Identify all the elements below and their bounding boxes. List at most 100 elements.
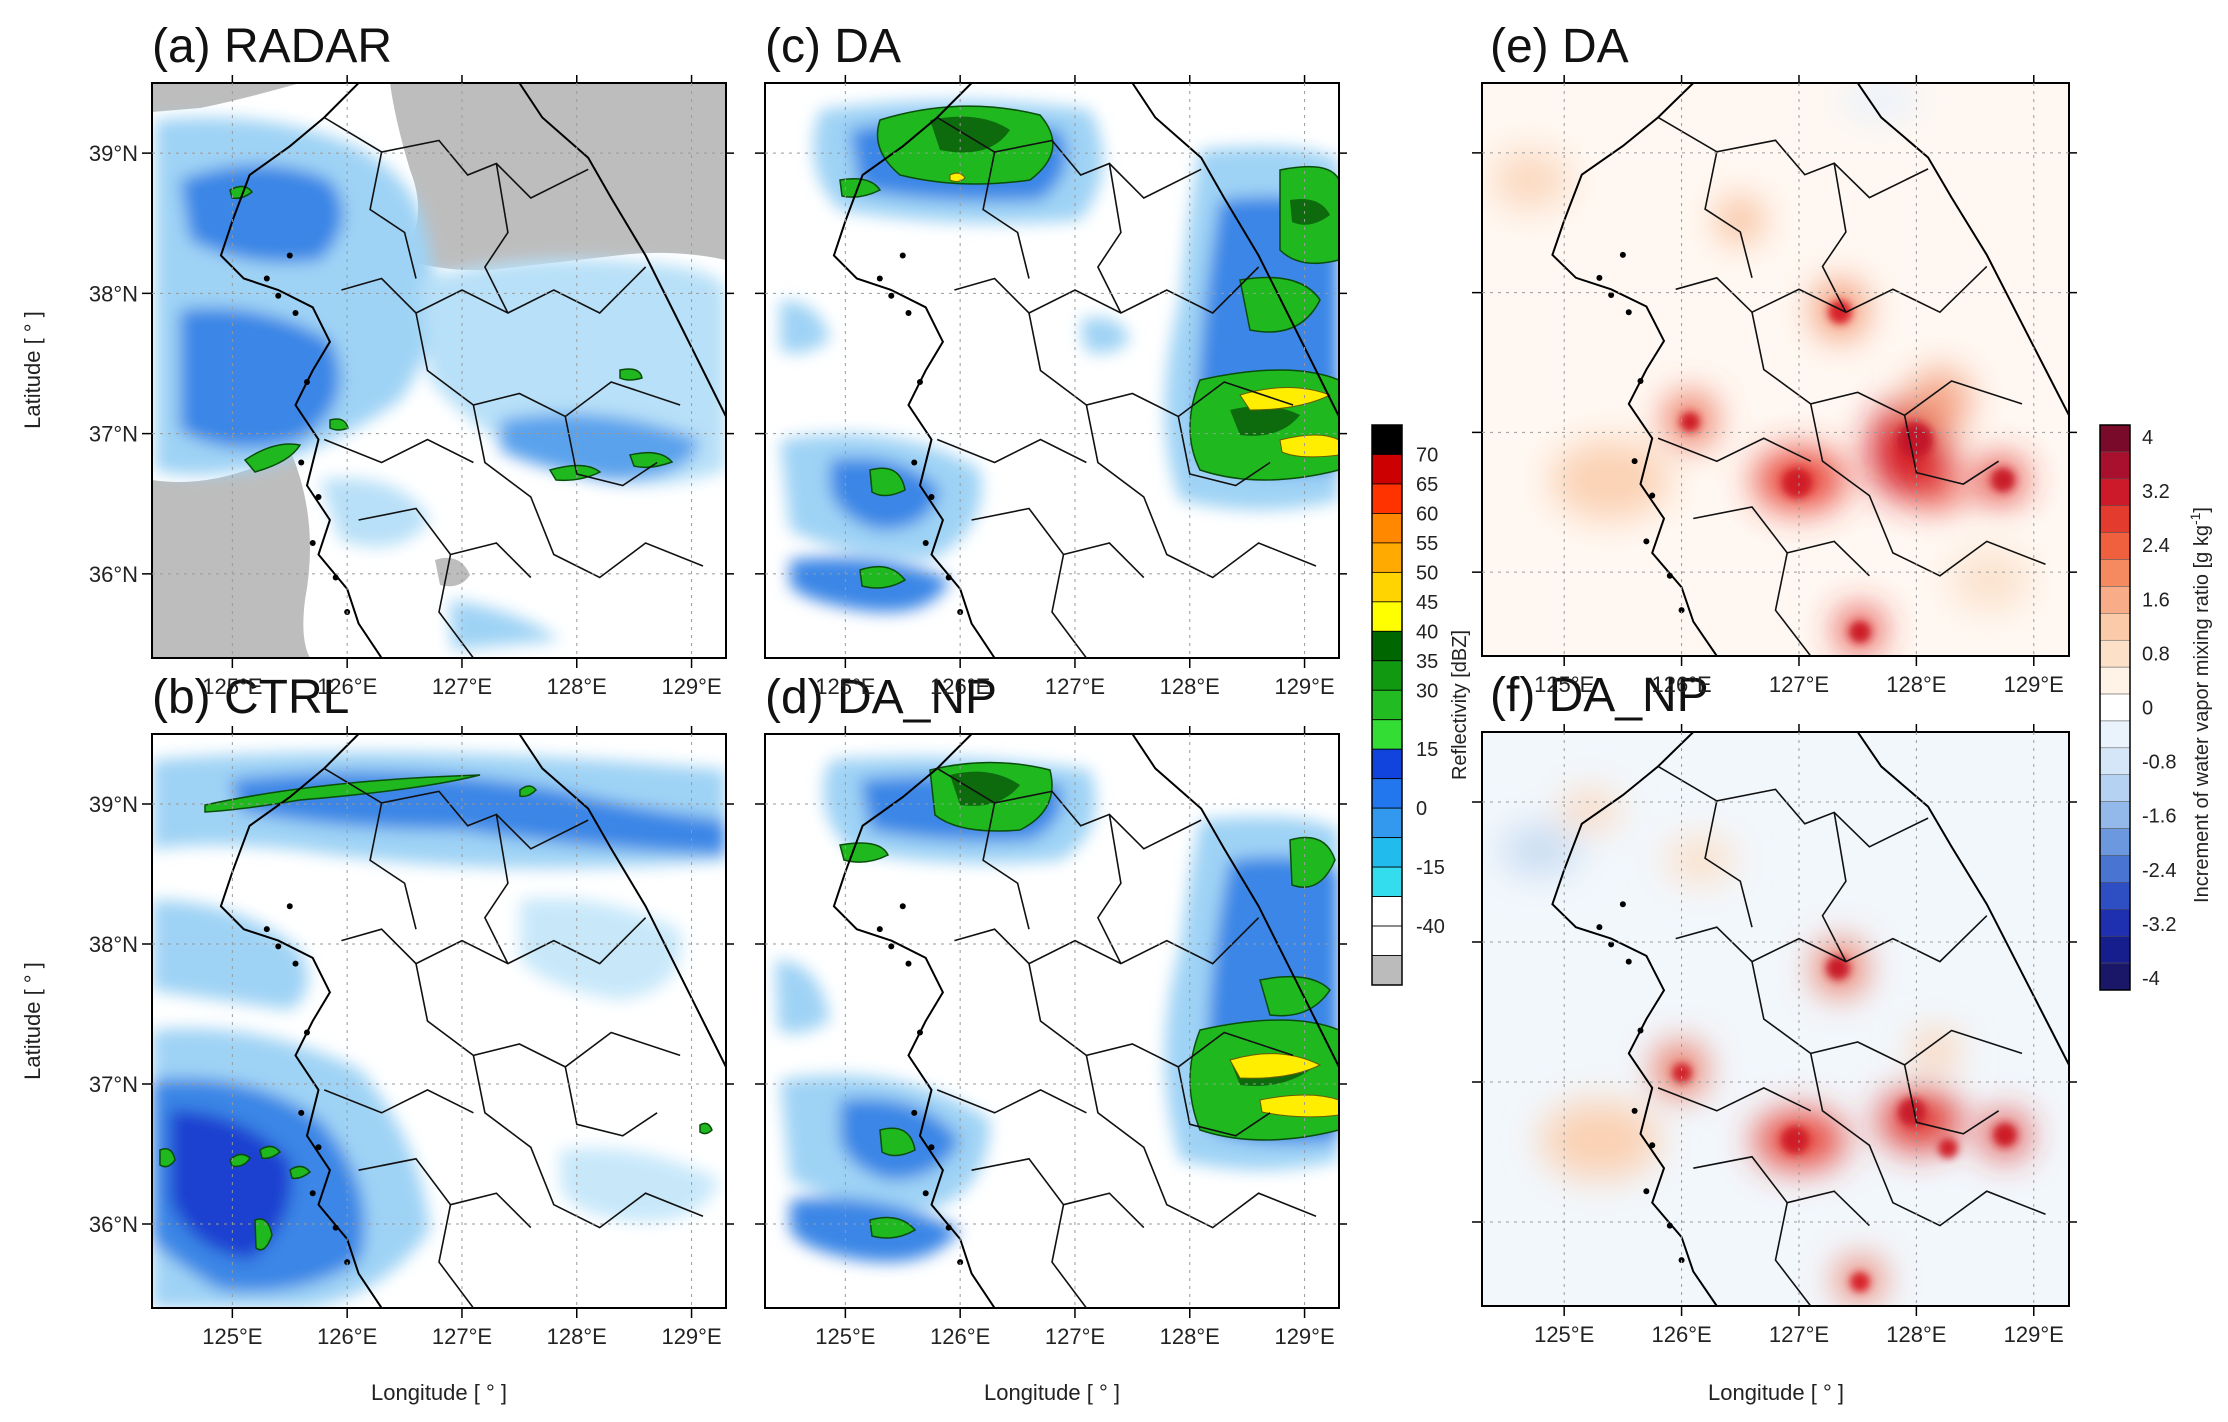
admin-boundary <box>369 151 417 279</box>
coastline <box>219 83 383 658</box>
admin-boundary <box>1028 312 1294 418</box>
colorbar-swatch <box>2099 424 2131 453</box>
tick-label-x: 127°E <box>432 674 492 699</box>
island <box>1643 1188 1650 1195</box>
admin-boundary <box>415 312 681 418</box>
island <box>1596 924 1603 931</box>
colorbar-tick-label: -1.6 <box>2142 806 2176 828</box>
admin-boundary <box>1085 1055 1317 1229</box>
admin-boundary <box>1704 151 1753 278</box>
island <box>922 1190 929 1197</box>
island <box>888 943 895 950</box>
island <box>263 926 270 933</box>
island <box>298 1109 305 1116</box>
colorbar-swatch <box>2099 882 2131 910</box>
tick-label-x: 126°E <box>1651 1322 1711 1347</box>
tick-label-x: 125°E <box>202 674 262 699</box>
tick-label-x: 126°E <box>930 674 990 699</box>
colorbar-tick-label: 70 <box>1416 444 1438 466</box>
colorbar-tick-label: -0.8 <box>2142 752 2176 774</box>
island <box>1637 1027 1644 1034</box>
island <box>905 960 912 967</box>
island <box>916 1029 923 1036</box>
admin-boundary <box>1657 437 1812 463</box>
admin-boundary <box>1774 552 1812 656</box>
colorbar-tick-label: -4 <box>2142 968 2160 990</box>
admin-boundary <box>472 404 704 579</box>
panel-c-field <box>765 83 1339 658</box>
colorbar-frame <box>1371 424 1403 986</box>
admin-boundary <box>1821 163 1847 313</box>
panel-d-field <box>765 734 1339 1308</box>
colorbar-swatch <box>1371 483 1403 514</box>
panel-f-xlabel: Longitude [ ° ] <box>1708 1380 1844 1405</box>
colorbar-frame <box>2099 424 2131 991</box>
admin-boundary <box>1751 312 2023 417</box>
admin-boundary <box>1903 1064 2000 1135</box>
tick-label-y: 37°N <box>89 1072 138 1097</box>
island <box>1666 1222 1673 1229</box>
colorbar-swatch <box>2099 559 2131 587</box>
admin-boundary <box>982 151 1030 279</box>
panel-e-title: (e) DA <box>1490 20 1629 73</box>
colorbar-swatch <box>1371 778 1403 809</box>
colorbar-swatch <box>2099 505 2131 533</box>
island <box>1678 607 1685 614</box>
colorbar-swatch <box>2099 451 2131 480</box>
colorbar-tick-label: -3.2 <box>2142 914 2176 936</box>
island <box>263 275 270 282</box>
panel-a-ylabel: Latitude [ ° ] <box>20 311 45 429</box>
island <box>1631 1107 1638 1114</box>
colorbar-swatch <box>1371 807 1403 839</box>
island <box>922 540 929 546</box>
colorbar-swatch <box>2099 909 2131 937</box>
island <box>275 943 282 950</box>
admin-boundary <box>1809 1053 2046 1227</box>
colorbar-tick-label: 45 <box>1416 592 1438 614</box>
tick-label-x: 127°E <box>432 1324 492 1349</box>
admin-boundary <box>982 802 1030 930</box>
tick-label-x: 128°E <box>547 1324 607 1349</box>
panel-b: (b) CTRL <box>20 671 727 1405</box>
coastline <box>1551 83 1718 656</box>
colorbar-swatch <box>2099 828 2131 856</box>
panel-b-ylabel: Latitude [ ° ] <box>20 962 45 1080</box>
tick-label-x: 126°E <box>317 674 377 699</box>
colorbar-tick-label: -15 <box>1416 857 1445 879</box>
tick-label-x: 127°E <box>1045 1324 1105 1349</box>
island <box>1643 538 1650 545</box>
island <box>1649 492 1656 499</box>
panel-a-title: (a) RADAR <box>152 20 392 73</box>
island <box>911 459 918 466</box>
tick-label-x: 125°E <box>815 1324 875 1349</box>
admin-boundary <box>1177 416 1271 487</box>
colorbar-swatch <box>1371 955 1403 986</box>
tick-label-x: 128°E <box>1160 1324 1220 1349</box>
tick-label-x: 125°E <box>202 1324 262 1349</box>
admin-boundary <box>438 554 475 658</box>
island <box>899 252 906 259</box>
island <box>303 379 310 385</box>
island <box>1619 251 1626 258</box>
colorbar-tick-label: 4 <box>2142 427 2153 449</box>
island <box>1619 901 1626 908</box>
island <box>876 926 883 933</box>
admin-boundary <box>564 416 658 487</box>
tick-label-x: 128°E <box>1886 672 1946 697</box>
colorbar-swatch <box>1371 542 1403 573</box>
admin-boundary <box>1751 961 2023 1066</box>
colorbar-tick-label: 2.4 <box>2142 535 2170 557</box>
colorbar-swatch <box>1371 454 1403 485</box>
tick-label-x: 125°E <box>1534 1322 1594 1347</box>
admin-boundary <box>1704 800 1753 928</box>
east-coastline <box>1131 734 1339 1068</box>
island <box>1631 458 1638 465</box>
colorbar-swatch <box>1371 424 1403 455</box>
island <box>945 1224 952 1231</box>
island <box>905 310 912 316</box>
admin-boundary <box>341 266 647 314</box>
tick-label-x: 128°E <box>1886 1322 1946 1347</box>
colorbar-swatch <box>2099 639 2131 668</box>
colorbar-swatch <box>2099 747 2131 776</box>
island <box>292 960 299 967</box>
